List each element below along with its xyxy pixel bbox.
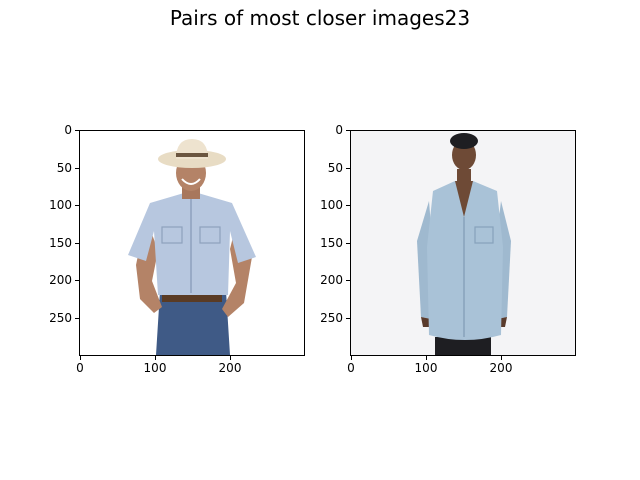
right-image-woman-chambray: [351, 131, 575, 355]
left-ytick-50: 50: [56, 161, 72, 175]
right-xtick-200: 200: [489, 361, 513, 375]
left-xtick-mark-100: [155, 356, 156, 360]
left-image-man-cowboy: [80, 131, 304, 355]
right-xtick-mark-200: [501, 356, 502, 360]
left-ytick-mark-250: [75, 318, 79, 319]
left-image-frame: [79, 130, 305, 356]
right-image-frame: [350, 130, 576, 356]
left-xtick-200: 200: [218, 361, 242, 375]
left-xtick-mark-0: [80, 356, 81, 360]
right-ytick-mark-250: [346, 318, 350, 319]
left-ytick-mark-100: [75, 205, 79, 206]
right-ytick-mark-150: [346, 243, 350, 244]
left-ytick-mark-150: [75, 243, 79, 244]
left-xtick-0: 0: [76, 361, 84, 375]
right-ytick-200: 200: [320, 273, 343, 287]
right-xtick-0: 0: [347, 361, 355, 375]
right-xtick-mark-100: [426, 356, 427, 360]
right-ytick-mark-200: [346, 280, 350, 281]
left-ytick-mark-200: [75, 280, 79, 281]
figure-title: Pairs of most closer images23: [169, 6, 471, 30]
left-xtick-100: 100: [143, 361, 167, 375]
left-ytick-mark-0: [75, 130, 79, 131]
left-ytick-mark-50: [75, 168, 79, 169]
right-ytick-50: 50: [327, 161, 343, 175]
left-ytick-150: 150: [49, 236, 72, 250]
right-ytick-150: 150: [320, 236, 343, 250]
right-ytick-mark-0: [346, 130, 350, 131]
left-ytick-200: 200: [49, 273, 72, 287]
right-ytick-mark-100: [346, 205, 350, 206]
right-ytick-0: 0: [335, 123, 343, 137]
left-ytick-100: 100: [49, 198, 72, 212]
right-xtick-100: 100: [414, 361, 438, 375]
right-ytick-250: 250: [320, 311, 343, 325]
left-ytick-250: 250: [49, 311, 72, 325]
left-xtick-mark-200: [230, 356, 231, 360]
right-ytick-mark-50: [346, 168, 350, 169]
right-ytick-100: 100: [320, 198, 343, 212]
right-xtick-mark-0: [351, 356, 352, 360]
left-ytick-0: 0: [64, 123, 72, 137]
